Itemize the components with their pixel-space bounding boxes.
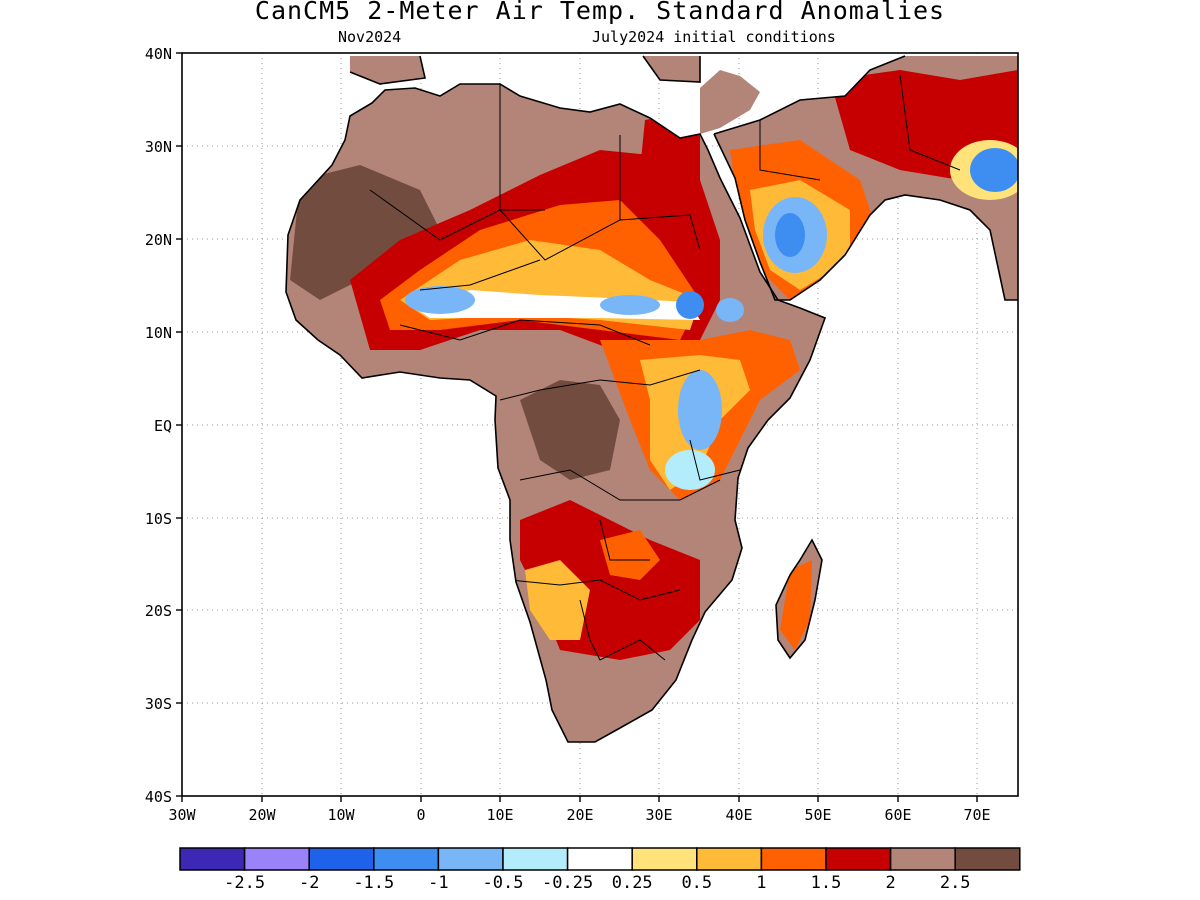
latitude-labels: 40N 30N 20N 10N EQ 10S 20S 30S 40S [145,45,172,806]
longitude-labels: 30W 20W 10W 0 10E 20E 30E 40E 50E 60E 70… [168,806,990,824]
lat-label: 40N [145,45,172,63]
initial-conditions: July2024 initial conditions [592,28,836,46]
lon-label: 60E [884,806,911,824]
colorbar-label: -2.5 [224,873,265,893]
coastlines [285,55,1018,743]
colorbar-swatch [243,847,310,871]
colorbar-swatch [760,847,827,871]
lat-label: 40S [145,788,172,806]
lon-label: 10W [327,806,355,824]
lat-label: 10S [145,510,172,528]
lat-label: EQ [154,417,172,435]
colorbar-label: 1.5 [811,873,842,893]
lon-label: 30W [168,806,196,824]
lon-label: 40E [725,806,752,824]
lon-label: 70E [963,806,990,824]
colorbar-swatch [373,847,440,871]
lon-label: 10E [486,806,513,824]
colorbar-swatch [502,847,569,871]
colorbar-label: 0.25 [612,873,653,893]
lat-label: 20N [145,231,172,249]
colorbar-swatch [954,847,1021,871]
lon-label: 20E [566,806,593,824]
colorbar-label: 2.5 [940,873,971,893]
lon-label: 20W [248,806,276,824]
colorbar-label: -1 [428,873,448,893]
lat-label: 30N [145,138,172,156]
colorbar-swatch [308,847,375,871]
colorbar-label: -0.5 [483,873,524,893]
colorbar-swatch [696,847,763,871]
colorbar-swatch [825,847,892,871]
axis-ticks [176,52,978,802]
colorbar-label: 1 [756,873,766,893]
lat-label: 30S [145,695,172,713]
colorbar-label: 2 [885,873,895,893]
colorbar-swatch [179,847,246,871]
forecast-month: Nov2024 [338,28,402,46]
colorbar-swatch [889,847,956,871]
colorbar-label: 0.5 [681,873,712,893]
colorbar-label: -2 [299,873,319,893]
lon-label: 0 [416,806,425,824]
colorbar-swatch [566,847,633,871]
map-title: CanCM5 2-Meter Air Temp. Standard Anomal… [254,0,946,25]
colorbar-swatch [437,847,504,871]
lon-label: 50E [804,806,831,824]
lat-label: 20S [145,602,172,620]
lat-label: 10N [145,324,172,342]
colorbar-label: -1.5 [353,873,394,893]
colorbar-label: -0.25 [542,873,593,893]
colorbar: -2.5 -2 -1.5 -1 -0.5 -0.25 0.25 0.5 1 1.5 2 2.5 [179,847,1021,893]
lon-label: 30E [645,806,672,824]
colorbar-swatch [631,847,698,871]
country-borders [369,74,961,661]
